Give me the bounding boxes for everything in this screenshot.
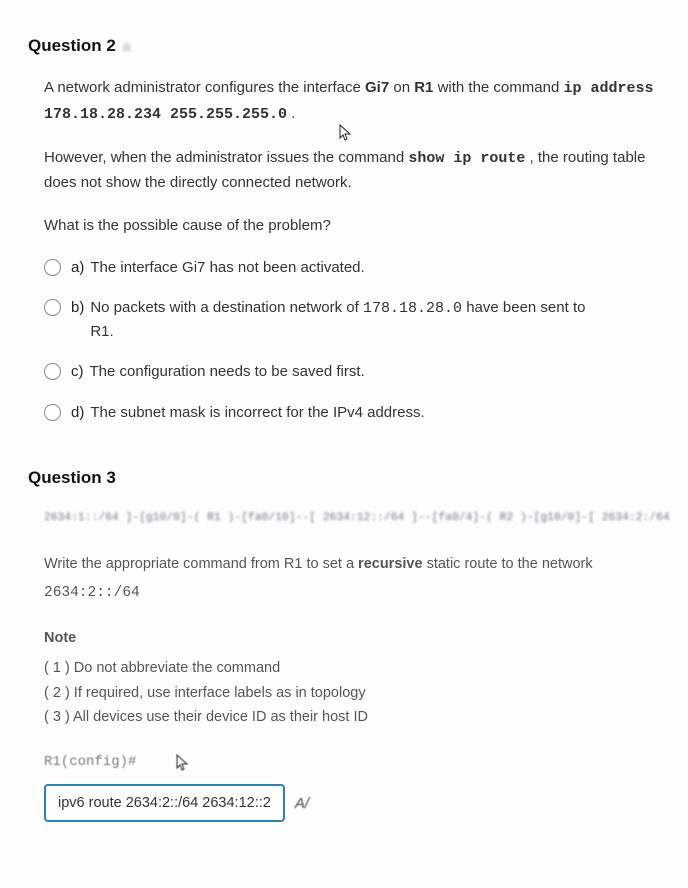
q2-paragraph-1: A network administrator configures the i… [44, 76, 660, 128]
q2-header-extra: a [123, 38, 131, 54]
cursor-icon [176, 754, 188, 770]
question-3: Question 3 2634:1::/64 ]-[g10/0]-( R1 )-… [28, 468, 660, 822]
q3-instr-pre: Write the appropriate command from R1 to… [44, 556, 358, 572]
q2-p1-post: with the command [433, 79, 563, 96]
option-letter: b) [71, 297, 84, 343]
question-2: Question 2 a A network administrator con… [28, 36, 660, 424]
q2-title: Question 2 [28, 36, 116, 55]
option-letter: a) [71, 257, 84, 280]
opt-b-post: have been sent to [462, 299, 585, 316]
radio-icon[interactable] [44, 299, 61, 316]
q2-p2-cmd: show ip route [408, 150, 525, 167]
option-letter: d) [71, 402, 84, 425]
q2-router: R1 [414, 79, 433, 96]
option-text: The configuration needs to be saved firs… [90, 361, 365, 384]
q3-prompt-text: R1(config)# [44, 754, 136, 770]
q2-p1-period: . [287, 105, 295, 122]
q2-paragraph-3: What is the possible cause of the proble… [44, 214, 660, 239]
q3-topology: 2634:1::/64 ]-[g10/0]-( R1 )-[fa0/10]--[… [44, 512, 660, 524]
q3-title: Question 3 [28, 468, 116, 487]
q3-answer-text: ipv6 route 2634:2::/64 2634:12::2 [58, 795, 271, 811]
opt-b-tail: . [110, 323, 114, 340]
q3-header: Question 3 [28, 468, 660, 488]
q2-iface: Gi7 [365, 79, 389, 96]
q3-instruction: Write the appropriate command from R1 to… [44, 552, 660, 577]
option-letter: c) [71, 361, 84, 384]
q3-note-1: ( 1 ) Do not abbreviate the command [44, 656, 660, 681]
q3-note-2: ( 2 ) If required, use interface labels … [44, 681, 660, 706]
radio-icon[interactable] [44, 363, 61, 380]
option-text: The interface Gi7 has not been activated… [90, 257, 364, 280]
q2-p1-pre: A network administrator configures the i… [44, 79, 365, 96]
q2-p1-mid: on [389, 79, 414, 96]
opt-b-bold: R1 [90, 323, 109, 340]
q3-target-network: 2634:2::/64 [44, 581, 660, 606]
option-text: No packets with a destination network of… [90, 297, 585, 343]
reveal-icon[interactable]: A/ [295, 795, 309, 812]
q3-answer-input[interactable]: ipv6 route 2634:2::/64 2634:12::2 [44, 784, 285, 822]
option-text: The subnet mask is incorrect for the IPv… [90, 402, 424, 425]
cursor-icon [339, 124, 351, 140]
q3-instr-bold: recursive [358, 556, 423, 572]
q2-header: Question 2 a [28, 36, 660, 56]
q2-cmd-word: ip address [563, 80, 653, 97]
q3-instr-post: static route to the network [423, 556, 593, 572]
q2-paragraph-2: However, when the administrator issues t… [44, 146, 660, 197]
q3-note-3: ( 3 ) All devices use their device ID as… [44, 705, 660, 730]
opt-b-pre: No packets with a destination network of [90, 299, 363, 316]
q2-options: a) The interface Gi7 has not been activa… [44, 257, 660, 425]
q2-option-a[interactable]: a) The interface Gi7 has not been activa… [44, 257, 660, 280]
q2-option-d[interactable]: d) The subnet mask is incorrect for the … [44, 402, 660, 425]
q3-note-title: Note [44, 626, 660, 651]
q2-p2-pre: However, when the administrator issues t… [44, 149, 408, 166]
q2-option-c[interactable]: c) The configuration needs to be saved f… [44, 361, 660, 384]
radio-icon[interactable] [44, 259, 61, 276]
opt-b-code: 178.18.28.0 [363, 300, 462, 317]
radio-icon[interactable] [44, 404, 61, 421]
q3-prompt: R1(config)# [44, 754, 660, 770]
q2-option-b[interactable]: b) No packets with a destination network… [44, 297, 660, 343]
q2-cmd-args: 178.18.28.234 255.255.255.0 [44, 106, 287, 123]
